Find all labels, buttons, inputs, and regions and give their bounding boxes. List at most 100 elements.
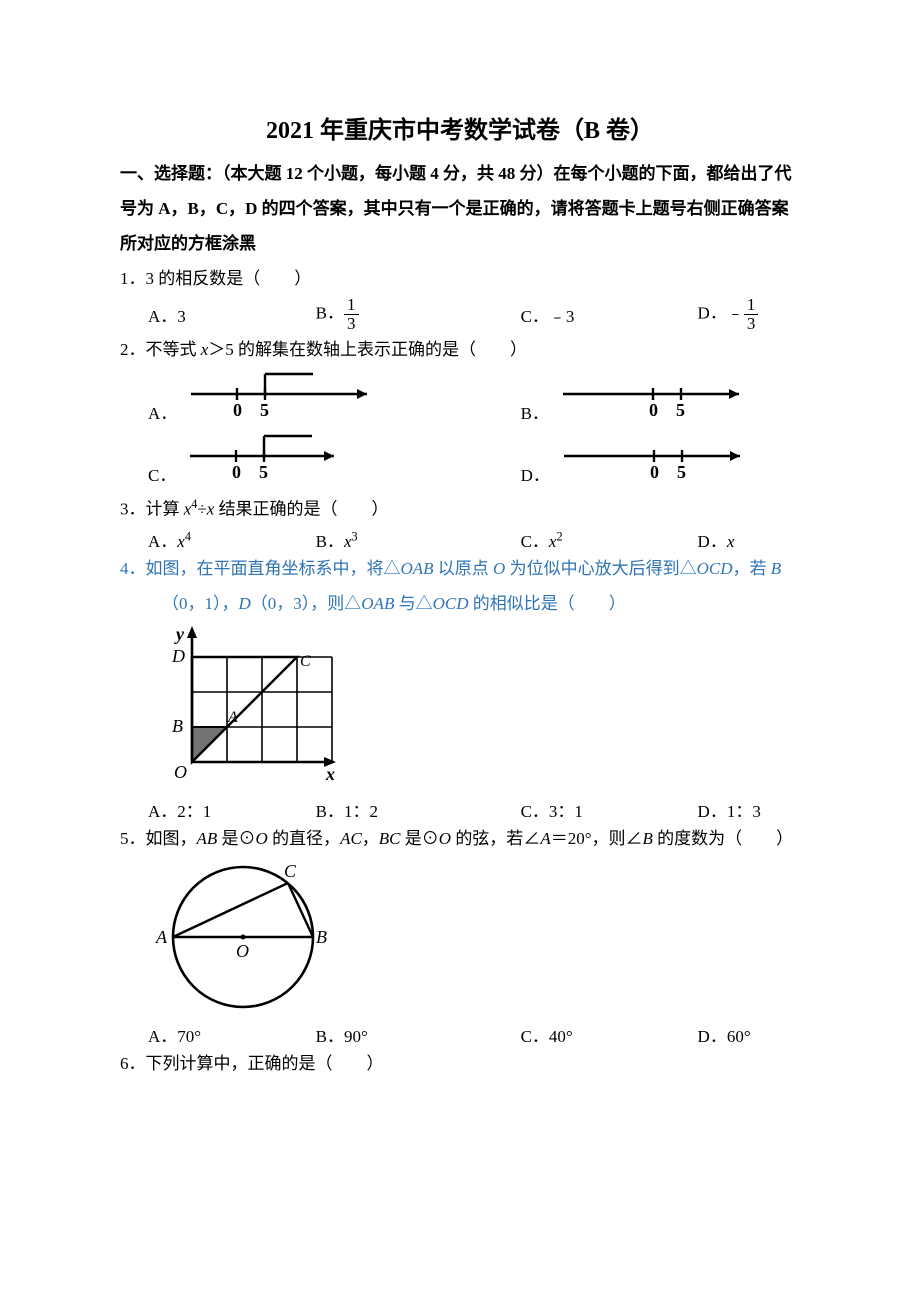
q2-opt-b: B． 0 5 xyxy=(521,368,800,424)
q5-opt-d: D．60° xyxy=(698,1022,800,1047)
svg-text:D: D xyxy=(171,646,185,666)
section-instructions: 一、选择题：（本大题 12 个小题，每小题 4 分，共 48 分）在每个小题的下… xyxy=(120,157,800,262)
svg-text:0: 0 xyxy=(232,462,241,482)
q2-b-label: B． xyxy=(521,399,549,424)
svg-text:0: 0 xyxy=(233,400,242,420)
q1-opt-b: B．13 xyxy=(316,296,521,333)
q3-b-sup: 3 xyxy=(352,530,358,544)
q1-opt-c: C．﹣3 xyxy=(521,302,698,327)
q1-d-label: D． xyxy=(698,304,727,323)
q3-options: A．x4 B．x3 C．x2 D．x xyxy=(120,527,800,552)
q5-b-val: 90° xyxy=(344,1027,368,1046)
q5-options: A．70° B．90° C．40° D．60° xyxy=(120,1022,800,1047)
q1-b-label: B． xyxy=(316,304,344,323)
q4-a-val: 2：1 xyxy=(177,802,211,821)
q4-c-val: 3：1 xyxy=(549,802,583,821)
svg-text:0: 0 xyxy=(649,400,658,420)
q1-options: A．3 B．13 C．﹣3 D．﹣13 xyxy=(120,296,800,333)
q1-a-label: A． xyxy=(148,307,177,326)
exam-page: 2021 年重庆市中考数学试卷（B 卷） 一、选择题：（本大题 12 个小题，每… xyxy=(0,0,920,1302)
q3-stem-prefix: 3．计算 xyxy=(120,500,184,519)
q1-opt-d: D．﹣13 xyxy=(698,296,800,333)
q5-c-val: 40° xyxy=(549,1027,573,1046)
q1-a-val: 3 xyxy=(177,307,186,326)
q4-opt-c: C．3：1 xyxy=(521,797,698,822)
q4-opt-d: D．1：3 xyxy=(698,797,800,822)
q4-d-label: D． xyxy=(698,802,727,821)
q4-figure-wrap: y x O B D A C xyxy=(120,622,800,797)
q5-opt-c: C．40° xyxy=(521,1022,698,1047)
q5-a-val: 70° xyxy=(177,1027,201,1046)
q5-d-val: 60° xyxy=(727,1027,751,1046)
q5-stem: 5．如图，AB 是⊙O 的直径，AC，BC 是⊙O 的弦，若∠A＝20°，则∠B… xyxy=(120,822,800,857)
q5-opt-a: A．70° xyxy=(148,1022,316,1047)
q3-a-sup: 4 xyxy=(185,530,191,544)
q3-stem: 3．计算 x4÷x 结果正确的是（ ） xyxy=(120,492,800,528)
svg-text:C: C xyxy=(284,861,297,881)
q1-stem: 1．3 的相反数是（ ） xyxy=(120,262,800,297)
q1-opt-a: A．3 xyxy=(148,302,316,327)
q4-stem-line2: （0，1），D（0，3），则△OAB 与△OCD 的相似比是（ ） xyxy=(120,587,800,622)
q1-b-num: 1 xyxy=(344,296,359,315)
svg-text:O: O xyxy=(236,941,249,961)
q5-b-label: B． xyxy=(316,1027,344,1046)
svg-text:B: B xyxy=(316,927,327,947)
q1-d-num: 1 xyxy=(744,296,759,315)
q1-c-label: C． xyxy=(521,307,549,326)
svg-text:x: x xyxy=(325,764,335,784)
q4-options: A．2：1 B．1：2 C．3：1 D．1：3 xyxy=(120,797,800,822)
q3-d-base: x xyxy=(727,532,735,551)
q2-figure-c: 0 5 xyxy=(184,430,374,486)
q2-options: A． 0 5 B． 0 xyxy=(120,368,800,486)
q4-b-val: 1：2 xyxy=(344,802,378,821)
svg-text:5: 5 xyxy=(260,400,269,420)
svg-text:C: C xyxy=(300,653,311,670)
page-title: 2021 年重庆市中考数学试卷（B 卷） xyxy=(120,110,800,145)
svg-text:5: 5 xyxy=(676,400,685,420)
q5-d-label: D． xyxy=(698,1027,727,1046)
q5-opt-b: B．90° xyxy=(316,1022,521,1047)
q1-d-prefix: ﹣ xyxy=(727,304,744,323)
q1-c-val: ﹣3 xyxy=(549,307,575,326)
q4-b-label: B． xyxy=(316,802,344,821)
q2-a-label: A． xyxy=(148,399,177,424)
q3-opt-b: B．x3 xyxy=(316,527,521,552)
q4-opt-b: B．1：2 xyxy=(316,797,521,822)
q3-opt-a: A．x4 xyxy=(148,527,316,552)
q1-b-den: 3 xyxy=(344,315,359,333)
q2-d-label: D． xyxy=(521,461,550,486)
q2-stem: 2．不等式 x＞5 的解集在数轴上表示正确的是（ ） xyxy=(120,333,800,368)
svg-text:O: O xyxy=(174,762,187,782)
q3-b-base: x xyxy=(344,532,352,551)
q5-c-label: C． xyxy=(521,1027,549,1046)
q6-stem: 6．下列计算中，正确的是（ ） xyxy=(120,1047,800,1082)
q3-b-label: B． xyxy=(316,532,344,551)
svg-text:A: A xyxy=(227,709,238,726)
q2-figure-b: 0 5 xyxy=(557,368,747,424)
q2-figure-a: 0 5 xyxy=(185,368,375,424)
q5-figure-wrap: A B C O xyxy=(120,857,800,1022)
q4-stem-line1: 4．如图，在平面直角坐标系中，将△OAB 以原点 O 为位似中心放大后得到△OC… xyxy=(120,552,800,587)
svg-text:0: 0 xyxy=(650,462,659,482)
svg-text:5: 5 xyxy=(259,462,268,482)
q1-d-den: 3 xyxy=(744,315,759,333)
q3-d-label: D． xyxy=(698,532,727,551)
svg-text:5: 5 xyxy=(677,462,686,482)
q4-figure: y x O B D A C xyxy=(148,622,338,792)
q3-a-base: x xyxy=(177,532,185,551)
q3-c-sup: 2 xyxy=(556,530,562,544)
q2-opt-c: C． 0 5 xyxy=(148,430,521,486)
q2-opt-d: D． 0 5 xyxy=(521,430,800,486)
q2-c-label: C． xyxy=(148,461,176,486)
q4-d-val: 1：3 xyxy=(727,802,761,821)
svg-text:y: y xyxy=(174,624,185,644)
q3-c-label: C． xyxy=(521,532,549,551)
q3-opt-d: D．x xyxy=(698,527,800,552)
q5-figure: A B C O xyxy=(148,857,338,1017)
q2-opt-a: A． 0 5 xyxy=(148,368,521,424)
q4-opt-a: A．2：1 xyxy=(148,797,316,822)
q3-stem-suffix: 结果正确的是（ ） xyxy=(214,500,388,519)
q5-a-label: A． xyxy=(148,1027,177,1046)
q3-a-label: A． xyxy=(148,532,177,551)
q3-opt-c: C．x2 xyxy=(521,527,698,552)
